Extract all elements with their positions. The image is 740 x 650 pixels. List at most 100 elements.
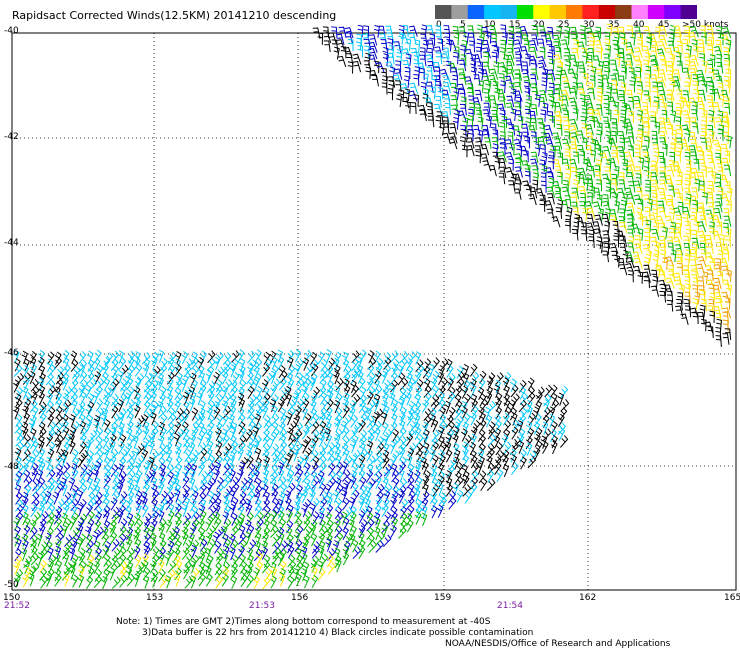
wind-barb — [23, 358, 30, 372]
wind-barb — [580, 222, 588, 234]
wind-barb — [79, 420, 87, 434]
wind-barb — [454, 385, 463, 399]
wind-barb — [522, 131, 529, 144]
wind-barb — [188, 532, 195, 546]
wind-barb — [510, 454, 518, 468]
wind-barb — [237, 497, 247, 511]
wind-barb — [474, 137, 483, 149]
wind-barb — [620, 82, 627, 95]
wind-barb — [78, 477, 86, 491]
wind-barb — [29, 350, 37, 365]
wind-barb — [300, 552, 308, 567]
wind-barb — [407, 407, 415, 421]
wind-barb — [535, 427, 543, 441]
wind-barb — [637, 115, 644, 128]
wind-barb — [396, 94, 403, 108]
wind-barb — [422, 483, 429, 497]
wind-barb — [246, 512, 254, 526]
wind-barb — [606, 87, 612, 101]
wind-barb — [625, 41, 635, 54]
wind-barb — [47, 567, 55, 582]
wind-barb — [517, 440, 525, 454]
wind-barb — [94, 568, 103, 582]
wind-barb — [475, 150, 482, 164]
wind-barb — [29, 566, 36, 580]
wind-barb — [692, 199, 698, 213]
wind-barb — [14, 525, 21, 539]
wind-barb — [408, 90, 418, 102]
wind-barb — [525, 442, 533, 456]
wind-barb — [724, 297, 731, 310]
wind-barb — [627, 221, 636, 233]
wind-barb — [254, 477, 262, 491]
wind-barb — [588, 236, 595, 249]
wind-barb — [668, 33, 675, 46]
wind-barb — [449, 123, 457, 135]
wind-barb — [478, 32, 485, 46]
wind-barb — [603, 66, 610, 80]
wind-barb — [109, 523, 117, 538]
wind-barb — [31, 498, 40, 512]
wind-barb — [16, 441, 25, 455]
wind-barb — [150, 568, 159, 582]
wind-barb — [326, 385, 334, 399]
wind-barb — [200, 350, 207, 364]
wind-barb — [32, 511, 41, 525]
legend-label-5: 5 — [460, 20, 466, 30]
wind-barb — [310, 559, 318, 573]
wind-barb — [572, 179, 579, 192]
wind-barb — [252, 378, 259, 392]
wind-barb — [134, 554, 142, 569]
wind-barb — [310, 449, 319, 463]
wind-barb — [501, 115, 508, 129]
wind-barb — [594, 39, 604, 52]
wind-barb — [448, 138, 458, 150]
wind-barb — [276, 349, 284, 363]
wind-barb — [45, 573, 52, 587]
wind-barb — [684, 179, 691, 193]
wind-barb — [325, 512, 333, 526]
wind-barb — [660, 60, 668, 73]
wind-barb — [144, 372, 153, 386]
wind-barb — [13, 406, 20, 420]
wind-barb — [415, 505, 423, 519]
wind-barb — [31, 462, 39, 476]
wind-barb — [725, 39, 732, 52]
wind-barb — [533, 137, 540, 150]
wind-barb — [510, 384, 519, 398]
wind-barb — [311, 429, 320, 443]
wind-barb — [360, 505, 369, 518]
wind-barb — [462, 447, 469, 461]
wind-barb — [347, 61, 354, 74]
wind-barb — [118, 441, 125, 455]
wind-barb — [44, 490, 52, 504]
wind-barb — [198, 573, 207, 587]
wind-barb — [684, 117, 691, 130]
wind-barb — [126, 399, 136, 412]
wind-barb — [166, 491, 175, 505]
wind-barb — [659, 157, 666, 170]
wind-barb — [642, 117, 651, 129]
wind-barb — [279, 456, 288, 470]
wind-barb — [469, 483, 478, 497]
wind-barb — [327, 357, 336, 371]
wind-barb — [405, 392, 412, 406]
wind-barb — [368, 540, 378, 554]
wind-barb — [80, 379, 89, 393]
wind-barb — [645, 81, 651, 94]
wind-barb — [587, 191, 593, 205]
wind-barb — [126, 420, 134, 434]
wind-barb — [200, 470, 209, 484]
wind-barb — [264, 358, 273, 372]
wind-barb — [331, 39, 339, 52]
wind-barb — [482, 61, 491, 74]
wind-barb — [422, 39, 429, 53]
wind-barb — [60, 477, 67, 491]
wind-barb — [510, 88, 517, 101]
wind-barb — [462, 421, 469, 435]
wind-barb — [390, 524, 397, 539]
wind-barb — [188, 477, 196, 491]
wind-barb — [13, 379, 20, 393]
wind-barb — [76, 489, 84, 503]
wind-barb — [547, 111, 554, 124]
